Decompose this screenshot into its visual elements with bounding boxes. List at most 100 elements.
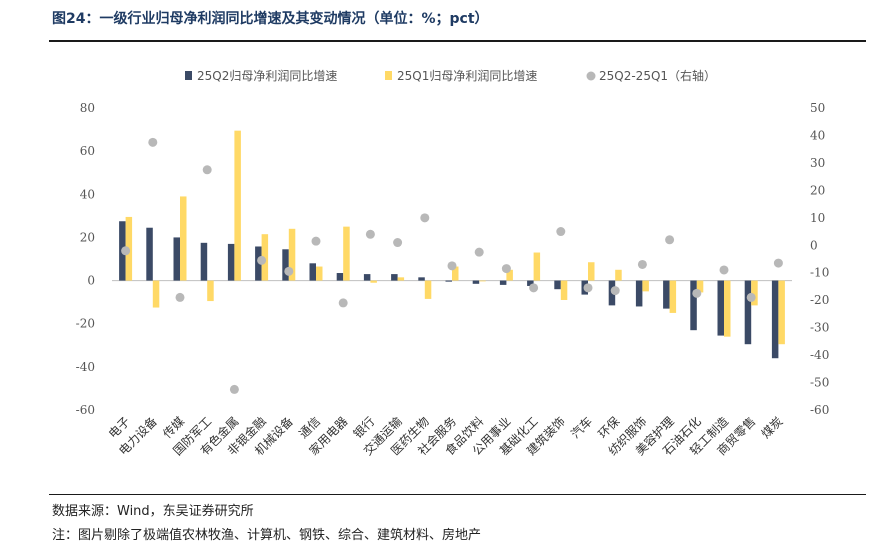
point-diff	[257, 255, 267, 265]
bar-q2	[418, 277, 425, 281]
point-diff	[501, 264, 511, 274]
legend-item-diff-label: 25Q2-25Q1（右轴）	[599, 68, 716, 83]
series-q2-bars	[119, 221, 779, 359]
point-diff	[284, 266, 294, 276]
bar-q2	[363, 274, 371, 281]
point-diff	[148, 137, 158, 147]
series-q1-bars	[125, 130, 785, 345]
y-right-tick-label: 40	[810, 128, 825, 142]
bar-q1	[316, 266, 323, 281]
legend-item-diff: 25Q2-25Q1（右轴）	[586, 68, 716, 83]
bar-q2	[717, 280, 724, 336]
point-diff	[474, 247, 484, 257]
bar-q1	[751, 280, 758, 306]
y-right-tick-label: 30	[810, 156, 825, 170]
legend-item-q1: 25Q1归母净利润同比增速	[385, 69, 537, 83]
y-left-tick-label: 40	[80, 187, 95, 201]
exclusion-note: 注：图片剔除了极端值农林牧渔、计算机、钢铁、综合、建筑材料、房地产	[52, 528, 482, 543]
bar-q1	[397, 277, 405, 281]
bar-q1	[588, 262, 595, 281]
y-right-tick-label: 50	[810, 101, 825, 115]
category-label: 煤炭	[759, 414, 786, 441]
point-diff	[692, 288, 702, 298]
y-right-tick-label: -60	[810, 403, 829, 417]
y-right-tick-label: 10	[810, 211, 825, 225]
bar-q1	[288, 228, 296, 281]
y-left-tick-label: -40	[76, 360, 95, 374]
bar-q2	[554, 280, 561, 290]
legend-item-q2-swatch	[185, 71, 192, 80]
point-diff	[529, 283, 539, 293]
bar-q2	[527, 280, 534, 286]
point-diff	[175, 292, 185, 302]
y-right-tick-label: 0	[810, 238, 818, 252]
legend-item-q1-label: 25Q1归母净利润同比增速	[397, 69, 537, 83]
bar-q2	[771, 280, 779, 359]
y-left-tick-label: 0	[87, 274, 95, 288]
bar-q2	[282, 249, 289, 281]
bar-q1	[424, 280, 432, 299]
point-diff	[338, 298, 348, 308]
bar-q1	[370, 280, 377, 283]
bar-q1	[696, 280, 704, 293]
legend-item-diff-swatch	[586, 71, 596, 81]
point-diff	[556, 227, 566, 237]
y-right-tick-label: -20	[810, 293, 829, 307]
category-label: 汽车	[568, 414, 596, 442]
bar-q2	[690, 280, 697, 331]
point-diff	[773, 258, 783, 268]
bar-q2	[200, 242, 208, 281]
point-diff	[746, 292, 756, 302]
bar-q2	[146, 227, 153, 281]
y-left-tick-label: -20	[76, 317, 95, 331]
bar-q2	[255, 246, 262, 281]
y-right-tick-label: -50	[810, 376, 829, 390]
bar-q1	[452, 266, 459, 281]
point-diff	[420, 213, 430, 223]
figure-title: 图24：一级行业归母净利润同比增速及其变动情况（单位：%；pct）	[52, 11, 489, 27]
point-diff	[447, 261, 457, 271]
y-left-tick-label: 20	[80, 230, 95, 244]
y-left-tick-label: -60	[76, 403, 95, 417]
bar-q1	[533, 252, 541, 281]
bar-q1	[724, 280, 731, 337]
point-diff	[365, 229, 375, 239]
bar-q1	[506, 269, 513, 281]
bar-q1	[343, 226, 350, 281]
bar-q1	[479, 280, 486, 282]
point-diff	[202, 165, 212, 175]
point-diff	[121, 246, 131, 256]
y-left-tick-label: 80	[80, 101, 95, 115]
source-note: 数据来源：Wind，东吴证券研究所	[52, 504, 254, 519]
y-right-tick-label: 20	[810, 183, 825, 197]
point-diff	[637, 259, 647, 269]
bar-q1	[234, 130, 241, 281]
y-axis-left: 80 60 40 20 0 -20 -40 -60	[76, 101, 95, 417]
point-diff	[583, 283, 593, 293]
y-right-tick-label: -40	[810, 348, 829, 362]
series-diff-points	[121, 137, 783, 394]
point-diff	[719, 265, 729, 275]
legend-item-q2: 25Q2归母净利润同比增速	[185, 69, 337, 83]
title-rule	[49, 40, 866, 42]
legend-item-q2-label: 25Q2归母净利润同比增速	[197, 69, 337, 83]
bar-q1	[669, 280, 677, 313]
legend: 25Q2归母净利润同比增速 25Q1归母净利润同比增速 25Q2-25Q1（右轴）	[185, 68, 716, 83]
legend-item-q1-swatch	[385, 71, 392, 80]
bar-q2	[445, 280, 452, 282]
bar-q2	[744, 280, 752, 345]
y-right-tick-label: -10	[810, 266, 829, 280]
point-diff	[311, 236, 321, 246]
bar-q2	[336, 273, 344, 281]
footer-rule	[49, 494, 866, 495]
bar-q2	[309, 263, 316, 281]
bar-q1	[207, 280, 214, 302]
bar-q2	[499, 280, 507, 285]
bar-q2	[663, 280, 670, 309]
y-right-tick-label: -30	[810, 321, 829, 335]
bar-q2	[472, 280, 480, 284]
bar-q2	[227, 243, 235, 281]
bar-q1	[180, 196, 187, 281]
bar-q2	[391, 274, 398, 281]
